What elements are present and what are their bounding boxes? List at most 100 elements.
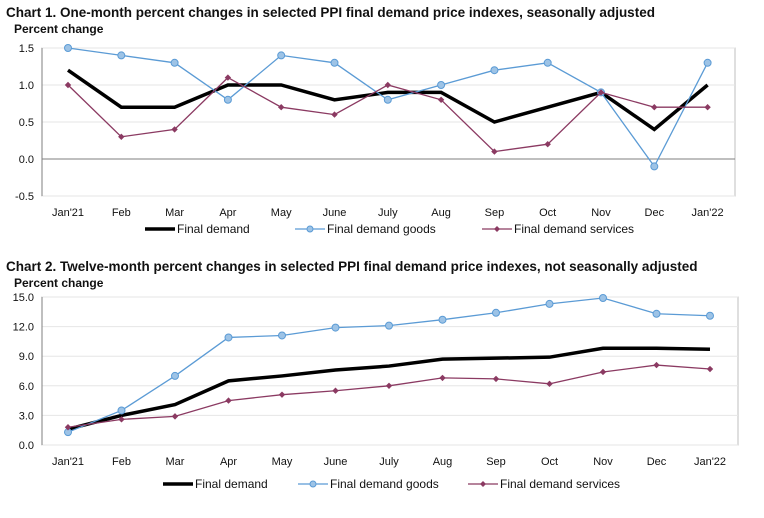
chart1-x-tick-label: Nov <box>591 207 611 219</box>
chart1-services-point <box>171 126 178 133</box>
chart1-y-tick-label: 0.0 <box>19 154 34 166</box>
chart2-y-tick-label: 12.0 <box>13 322 34 334</box>
chart2-legend-label-services: Final demand services <box>500 477 620 491</box>
chart1-goods-point <box>383 95 392 104</box>
chart2-services-point <box>546 380 553 388</box>
chart1-goods-point <box>437 81 446 89</box>
chart2-series-line-services <box>67 364 711 428</box>
chart2-services-point <box>64 424 72 431</box>
chart1-y-tick-label: -0.5 <box>15 191 34 203</box>
chart1-services-point <box>544 141 551 148</box>
chart2-y-axis-label: Percent change <box>14 276 104 290</box>
chart1-x-tick-label: Dec <box>645 207 665 219</box>
chart2-y-tick-label: 0.0 <box>19 440 34 452</box>
chart2-services-point <box>706 365 714 373</box>
chart2-x-tick-label: May <box>272 456 293 468</box>
chart1-y-axis-label: Percent change <box>14 22 104 36</box>
chart1-services-point <box>437 96 445 103</box>
chart2-x-tick-label: Sep <box>486 456 506 468</box>
chart2-goods-point <box>492 308 500 317</box>
chart2-goods-point <box>706 311 714 320</box>
chart1-services-point <box>331 111 338 118</box>
chart1-x-tick-label: Aug <box>431 207 451 219</box>
chart1-x-tick-label: Sep <box>485 207 505 219</box>
chart1-x-tick-label: May <box>271 207 292 219</box>
chart2-goods-point <box>278 331 286 340</box>
chart2-goods-point <box>652 309 661 318</box>
chart1-title: Chart 1. One-month percent changes in se… <box>6 5 655 20</box>
chart1-x-tick-label: Jan'21 <box>52 207 84 219</box>
chart1-x-tick-label: July <box>378 207 398 219</box>
chart2-x-tick-label: Aug <box>433 456 453 468</box>
chart1-legend-marker-services <box>494 226 500 232</box>
chart2-x-tick-label: Jan'22 <box>694 456 726 468</box>
chart2-y-tick-label: 6.0 <box>19 381 34 393</box>
chart1-services-point <box>224 74 232 81</box>
chart2-goods-point <box>545 299 554 308</box>
chart2-series-line-final-demand <box>67 346 711 431</box>
chart2-goods-point <box>331 323 340 332</box>
chart2-legend-label-goods: Final demand goods <box>330 477 439 491</box>
chart2-x-tick-label: Nov <box>593 456 613 468</box>
chart1-goods-point <box>277 51 286 60</box>
chart2-plot: 15.0 12.0 9.0 6.0 3.0 0.0 Jan'21 Feb Mar Apr May Ju… <box>13 292 739 491</box>
chart2-legend-marker-services <box>480 481 486 487</box>
chart1-y-tick-label: 1.5 <box>19 43 34 55</box>
chart2-services-point <box>385 382 393 389</box>
chart1-services-point <box>384 81 391 89</box>
chart2-goods-point <box>599 293 607 302</box>
chart2-goods-point <box>117 406 126 415</box>
chart1-services-point <box>64 81 72 89</box>
chart1-goods-point <box>170 58 179 67</box>
chart2-services-point <box>171 413 179 420</box>
chart1-goods-point <box>543 58 552 67</box>
chart1-x-tick-label: Mar <box>165 207 184 219</box>
chart2-y-tick-label: 3.0 <box>19 410 34 422</box>
chart1-legend-label-goods: Final demand goods <box>327 222 436 236</box>
chart1-goods-point <box>703 58 712 67</box>
chart1-legend-label-final-demand: Final demand <box>177 222 250 236</box>
chart2-y-tick-label: 15.0 <box>13 292 34 304</box>
chart2-x-tick-label: Feb <box>112 456 131 468</box>
chart2-goods-point <box>171 371 179 380</box>
chart1-goods-point <box>117 51 126 60</box>
chart2-legend: Final demand Final demand goods Final dema… <box>163 477 620 491</box>
chart2-services-point <box>118 416 125 423</box>
chart1-legend-label-services: Final demand services <box>514 222 634 236</box>
chart2-services-point <box>653 361 660 369</box>
chart1-y-tick-label: 0.5 <box>19 117 34 129</box>
chart2-x-tick-label: Oct <box>541 456 558 468</box>
chart2-x-tick-label: June <box>324 456 348 468</box>
chart2-services-point <box>439 374 446 382</box>
chart1-x-tick-label: Oct <box>539 207 556 219</box>
chart2-services-point <box>278 391 286 398</box>
chart1-goods-point <box>650 162 659 171</box>
chart2-services-point <box>225 397 232 404</box>
chart1-goods-point <box>64 44 72 52</box>
chart2-plot-frame <box>41 296 739 446</box>
chart2-goods-point <box>224 333 233 342</box>
chart1-x-tick-label: June <box>323 207 347 219</box>
chart1-services-point <box>651 104 658 111</box>
chart1-x-tick-label: Jan'22 <box>692 207 724 219</box>
chart2-legend-label-final-demand: Final demand <box>195 477 268 491</box>
chart1-goods-point <box>490 66 499 75</box>
chart2-services-point <box>599 368 607 376</box>
chart2-services-point <box>332 387 339 394</box>
chart1-services-point <box>118 133 125 140</box>
chart2-x-tick-label: Dec <box>647 456 667 468</box>
chart2-x-tick-label: Jan'21 <box>52 456 84 468</box>
chart1-legend-marker-goods <box>306 225 314 233</box>
chart2-x-tick-label: Mar <box>166 456 185 468</box>
chart2-x-tick-label: Apr <box>220 456 237 468</box>
chart1-services-point <box>491 148 498 155</box>
chart2-goods-point <box>438 315 447 324</box>
chart1-plot: 1.5 1.0 0.5 0.0 -0.5 Jan'21 Feb Mar Apr May June Ju… <box>15 43 736 236</box>
chart2-services-point <box>492 375 500 383</box>
chart1-legend: Final demand Final demand goods Final dema… <box>145 222 634 236</box>
chart2-x-tick-label: July <box>379 456 399 468</box>
chart1-x-tick-label: Apr <box>219 207 236 219</box>
chart1-x-tick-label: Feb <box>112 207 131 219</box>
chart1-services-point <box>278 104 285 111</box>
